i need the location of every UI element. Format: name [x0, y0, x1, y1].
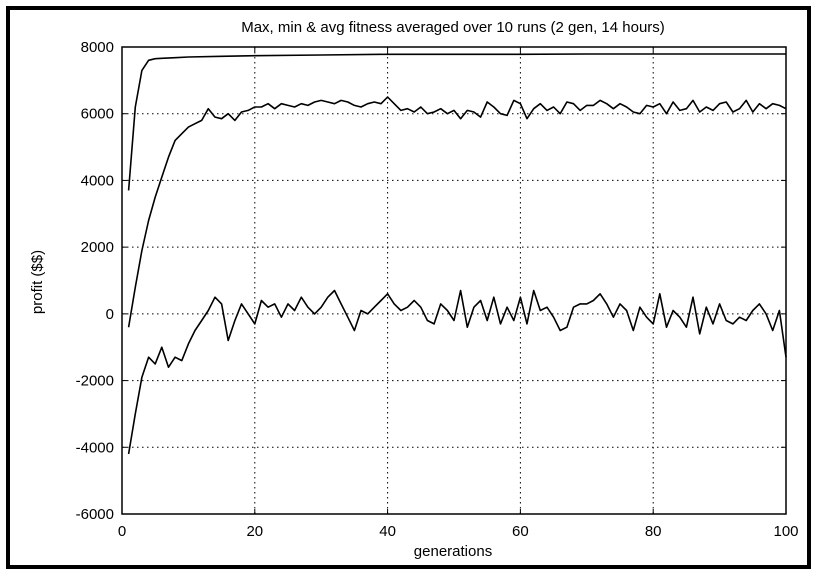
chart-title: Max, min & avg fitness averaged over 10 …: [241, 19, 665, 36]
y-tick-label: 4000: [81, 172, 114, 189]
x-tick-label: 20: [246, 523, 263, 540]
series-min-line: [127, 289, 787, 455]
grid: [121, 46, 787, 515]
y-tick-label: 6000: [81, 106, 114, 123]
x-tick-label: 40: [379, 523, 396, 540]
series-lines: [127, 53, 787, 455]
series-max-line: [127, 53, 786, 191]
y-tick-label: 2000: [81, 239, 114, 256]
y-axis-label: profit ($$): [29, 250, 46, 314]
y-tick-label: -2000: [76, 373, 114, 390]
y-tick-label: 0: [106, 306, 114, 323]
x-tick-label: 100: [773, 523, 798, 540]
y-tick-label: 8000: [81, 39, 114, 56]
x-tick-label: 0: [118, 523, 126, 540]
x-tick-label: 60: [512, 523, 529, 540]
chart-frame: [6, 6, 811, 569]
y-tick-label: -6000: [76, 506, 114, 523]
tick-labels: 0 20 40 60 80 100 -6000 -4000 -2000 0 2000 4000 6000…: [76, 39, 799, 540]
plot-area: [121, 46, 787, 515]
x-tick-label: 80: [645, 523, 662, 540]
series-avg-line: [127, 96, 787, 328]
x-axis-label: generations: [414, 543, 492, 560]
y-tick-label: -4000: [76, 439, 114, 456]
